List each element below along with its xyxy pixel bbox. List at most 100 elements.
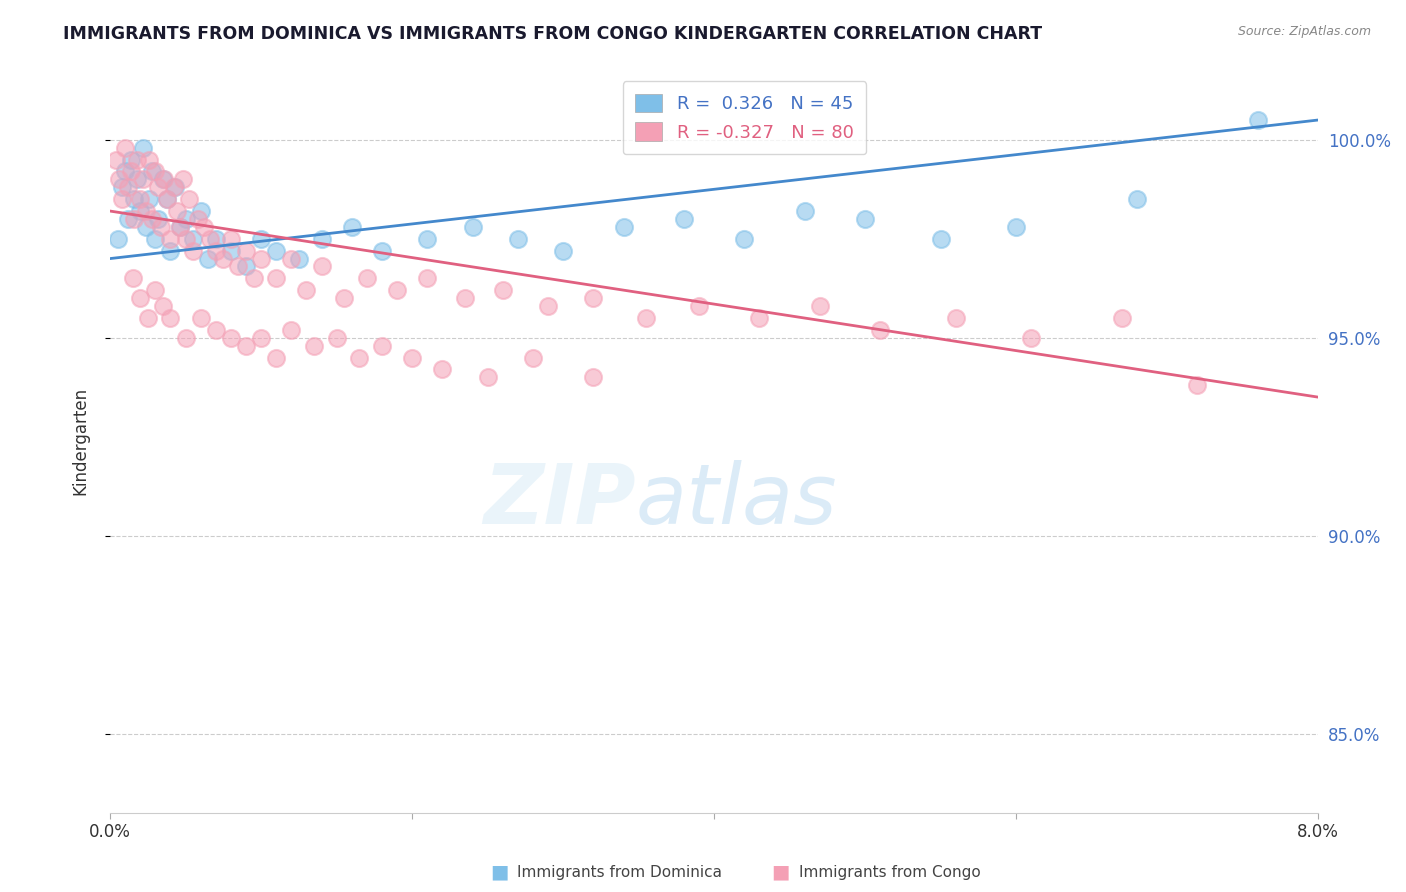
Point: [537, 299, 560, 313]
Point: [193, 219, 215, 234]
Point: [121, 271, 143, 285]
Point: [132, 141, 155, 155]
Point: [156, 192, 179, 206]
Point: [250, 232, 273, 246]
Point: [156, 192, 179, 206]
Point: [356, 271, 378, 285]
Point: [152, 172, 174, 186]
Point: [506, 232, 529, 246]
Point: [181, 244, 204, 258]
Point: [204, 244, 226, 258]
Point: [107, 232, 129, 246]
Point: [145, 232, 167, 246]
Point: [169, 219, 191, 234]
Point: [122, 211, 145, 226]
Point: [522, 351, 544, 365]
Point: [250, 252, 273, 266]
Point: [235, 244, 257, 258]
Point: [219, 244, 242, 258]
Point: [117, 211, 139, 226]
Point: [120, 164, 142, 178]
Point: [117, 180, 139, 194]
Point: [111, 192, 134, 206]
Point: [127, 153, 149, 167]
Point: [111, 180, 134, 194]
Point: [174, 232, 197, 246]
Point: [172, 172, 194, 186]
Point: [114, 141, 136, 155]
Point: [793, 204, 815, 219]
Point: [1126, 192, 1149, 206]
Point: [553, 244, 575, 258]
Point: [385, 283, 408, 297]
Point: [333, 291, 356, 305]
Point: [929, 232, 952, 246]
Point: [129, 204, 152, 219]
Point: [733, 232, 755, 246]
Point: [177, 192, 200, 206]
Point: [748, 310, 770, 325]
Point: [264, 351, 287, 365]
Point: [302, 339, 325, 353]
Point: [250, 331, 273, 345]
Point: [672, 211, 695, 226]
Point: [228, 260, 250, 274]
Point: [416, 271, 439, 285]
Point: [163, 180, 186, 194]
Point: [204, 323, 226, 337]
Point: [869, 323, 891, 337]
Point: [219, 331, 242, 345]
Point: [1247, 113, 1270, 128]
Point: [136, 310, 159, 325]
Point: [135, 219, 157, 234]
Point: [636, 310, 658, 325]
Point: [295, 283, 318, 297]
Point: [190, 204, 212, 219]
Point: [150, 219, 173, 234]
Point: [212, 252, 235, 266]
Point: [235, 260, 257, 274]
Point: [688, 299, 710, 313]
Y-axis label: Kindergarten: Kindergarten: [72, 386, 89, 495]
Point: [153, 172, 176, 186]
Point: [105, 153, 128, 167]
Point: [138, 192, 160, 206]
Point: [280, 252, 302, 266]
Point: [159, 244, 181, 258]
Text: ■: ■: [489, 863, 509, 882]
Point: [204, 232, 226, 246]
Point: [1021, 331, 1043, 345]
Point: [477, 370, 499, 384]
Point: [1111, 310, 1133, 325]
Point: [454, 291, 477, 305]
Point: [148, 180, 170, 194]
Point: [235, 339, 257, 353]
Text: IMMIGRANTS FROM DOMINICA VS IMMIGRANTS FROM CONGO KINDERGARTEN CORRELATION CHART: IMMIGRANTS FROM DOMINICA VS IMMIGRANTS F…: [63, 25, 1042, 43]
Point: [152, 299, 174, 313]
Text: ZIP: ZIP: [484, 459, 636, 541]
Point: [264, 244, 287, 258]
Point: [174, 331, 197, 345]
Text: Immigrants from Congo: Immigrants from Congo: [799, 865, 980, 880]
Point: [132, 172, 155, 186]
Point: [190, 310, 212, 325]
Point: [371, 339, 394, 353]
Point: [1187, 378, 1209, 392]
Point: [181, 232, 204, 246]
Point: [288, 252, 311, 266]
Point: [242, 271, 264, 285]
Point: [461, 219, 484, 234]
Text: ■: ■: [770, 863, 790, 882]
Point: [138, 153, 160, 167]
Point: [197, 252, 219, 266]
Point: [311, 260, 333, 274]
Point: [145, 283, 167, 297]
Point: [187, 211, 209, 226]
Text: atlas: atlas: [636, 459, 837, 541]
Point: [612, 219, 634, 234]
Point: [162, 180, 184, 194]
Point: [122, 192, 145, 206]
Point: [416, 232, 439, 246]
Point: [325, 331, 347, 345]
Text: Source: ZipAtlas.com: Source: ZipAtlas.com: [1237, 25, 1371, 38]
